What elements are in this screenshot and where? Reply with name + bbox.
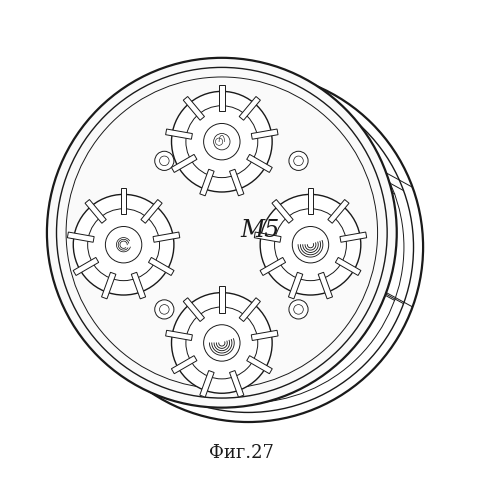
Circle shape — [186, 307, 258, 379]
Circle shape — [294, 156, 303, 166]
Circle shape — [260, 195, 361, 295]
Circle shape — [294, 304, 303, 314]
Circle shape — [172, 91, 272, 192]
Circle shape — [106, 227, 142, 263]
Text: M5: M5 — [241, 219, 280, 242]
Polygon shape — [200, 169, 214, 196]
Polygon shape — [254, 232, 281, 242]
Polygon shape — [251, 330, 278, 340]
Polygon shape — [251, 129, 278, 139]
Polygon shape — [166, 129, 192, 139]
Polygon shape — [172, 154, 197, 173]
Polygon shape — [247, 154, 272, 173]
Polygon shape — [153, 232, 180, 242]
Circle shape — [214, 133, 230, 150]
Polygon shape — [318, 272, 333, 299]
Polygon shape — [260, 257, 286, 275]
Polygon shape — [308, 188, 313, 214]
Circle shape — [155, 300, 174, 319]
Circle shape — [47, 58, 397, 408]
Polygon shape — [102, 272, 116, 299]
Polygon shape — [247, 356, 272, 374]
Circle shape — [160, 156, 169, 166]
Circle shape — [160, 304, 169, 314]
Text: Фиг.27: Фиг.27 — [209, 444, 273, 462]
Circle shape — [172, 292, 272, 393]
Circle shape — [155, 151, 174, 171]
Polygon shape — [183, 298, 204, 321]
Polygon shape — [288, 272, 303, 299]
Circle shape — [56, 67, 387, 398]
Circle shape — [289, 300, 308, 319]
Circle shape — [292, 227, 329, 263]
Polygon shape — [219, 85, 225, 111]
Polygon shape — [148, 257, 174, 275]
Polygon shape — [219, 286, 225, 312]
Circle shape — [73, 195, 174, 295]
Polygon shape — [239, 96, 260, 120]
Polygon shape — [272, 200, 293, 223]
Polygon shape — [200, 371, 214, 397]
Polygon shape — [172, 356, 197, 374]
Polygon shape — [141, 200, 162, 223]
Circle shape — [66, 77, 377, 389]
Polygon shape — [328, 200, 349, 223]
Polygon shape — [183, 96, 204, 120]
Polygon shape — [239, 298, 260, 321]
Polygon shape — [166, 330, 192, 340]
Circle shape — [88, 209, 160, 280]
Circle shape — [203, 123, 240, 160]
Polygon shape — [73, 257, 99, 275]
Circle shape — [289, 151, 308, 171]
Polygon shape — [85, 200, 106, 223]
Circle shape — [203, 325, 240, 361]
Polygon shape — [229, 169, 244, 196]
Circle shape — [186, 106, 258, 178]
Polygon shape — [120, 188, 126, 214]
Polygon shape — [340, 232, 367, 242]
Polygon shape — [67, 232, 94, 242]
Polygon shape — [229, 371, 244, 397]
Polygon shape — [335, 257, 361, 275]
Polygon shape — [131, 272, 146, 299]
Circle shape — [275, 209, 347, 280]
